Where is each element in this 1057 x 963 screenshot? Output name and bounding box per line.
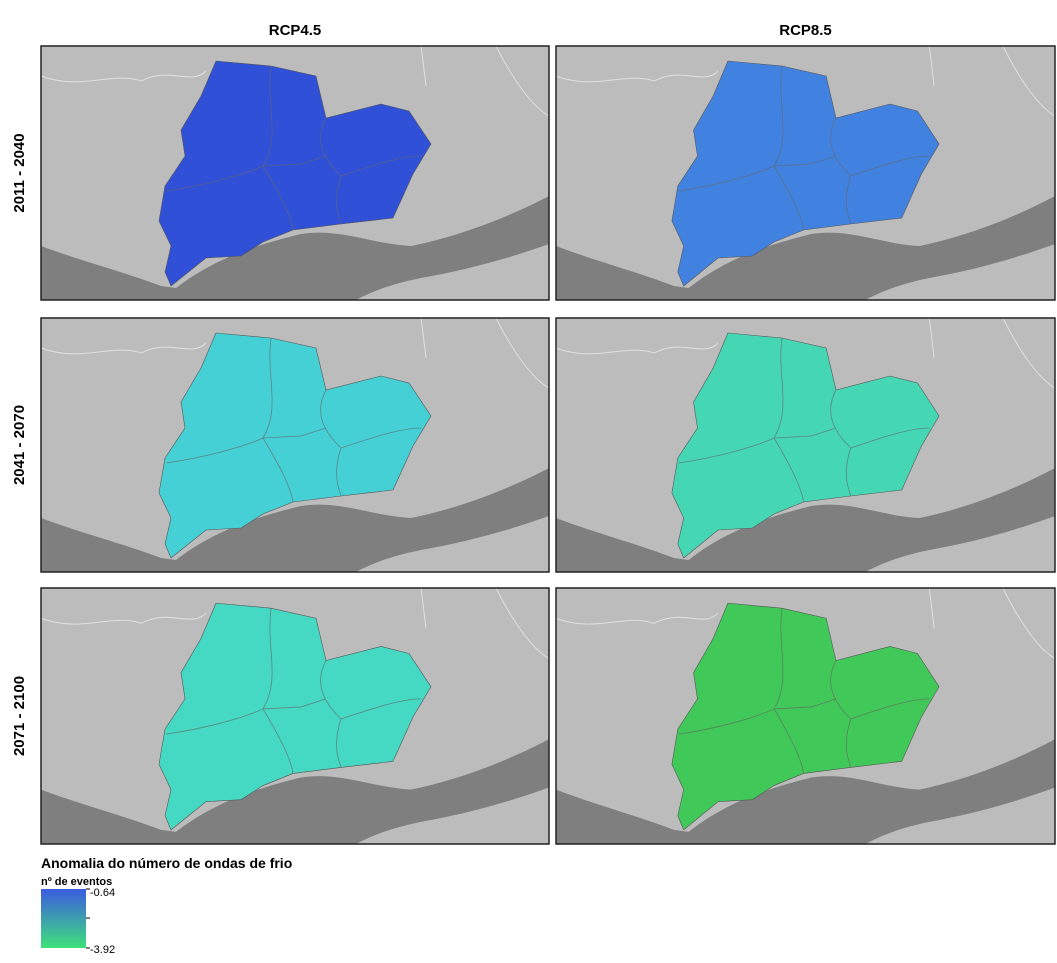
legend-ramp (41, 889, 86, 948)
map-panel (41, 318, 549, 572)
column-header: RCP8.5 (779, 22, 832, 39)
map-panels (41, 46, 1055, 844)
column-header: RCP4.5 (269, 22, 322, 39)
region-map (556, 588, 1055, 844)
map-panel (556, 588, 1055, 844)
map-panel (41, 46, 549, 300)
region-map (556, 318, 1055, 572)
region-map (41, 588, 549, 844)
region-map (41, 46, 549, 300)
row-label: 2011 - 2040 (11, 133, 28, 212)
map-panel (556, 318, 1055, 572)
region-map (556, 46, 1055, 300)
row-label: 2041 - 2070 (11, 405, 28, 485)
map-panel (41, 588, 549, 844)
legend-title: Anomalia do número de ondas de frio (41, 855, 292, 871)
legend-top-label: -0.64 (90, 887, 115, 899)
map-panel (556, 46, 1055, 300)
row-label: 2071 - 2100 (11, 676, 28, 756)
legend-bottom-label: -3.92 (90, 944, 115, 956)
region-map (41, 318, 549, 572)
figure: RCP4.5 RCP8.5 2011 - 2040 2041 - 2070 2071 -… (0, 0, 1057, 958)
